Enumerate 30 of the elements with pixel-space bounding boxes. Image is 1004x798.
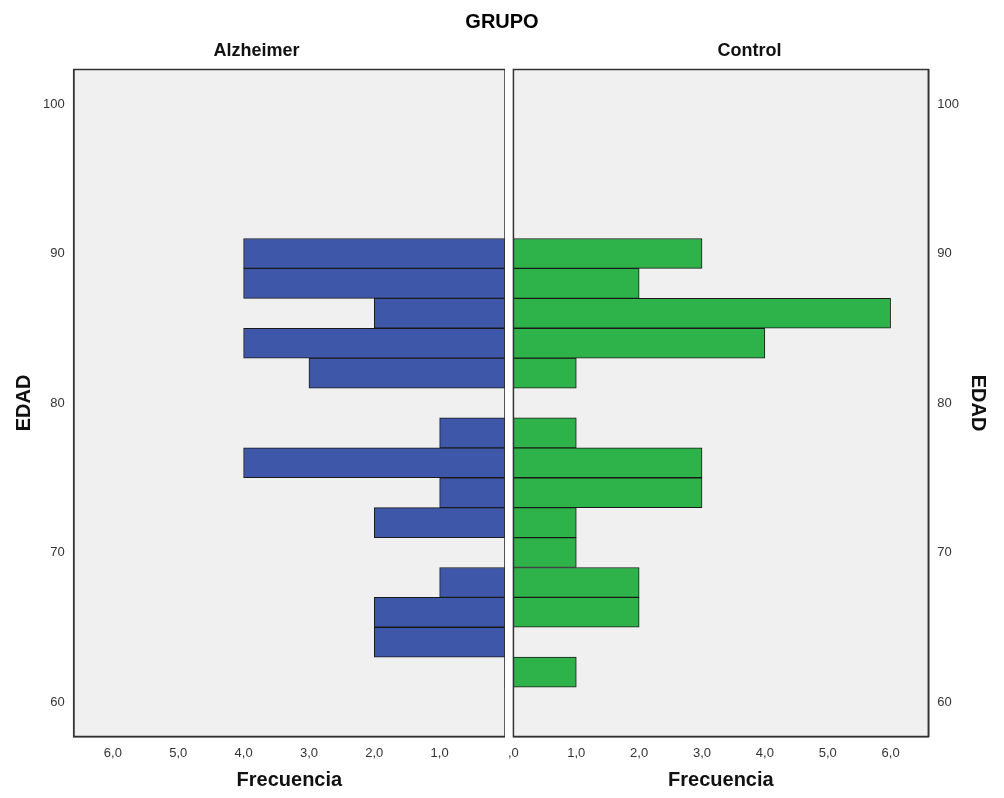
x-tick-label: 1,0 [430,744,449,760]
x-tick-label: 2,0 [630,744,649,760]
x-tick-label: ,0 [508,744,519,760]
y-tick-label: 80 [937,394,952,410]
y-tick-label: 70 [50,544,65,560]
x-tick-label: 6,0 [881,744,900,760]
x-tick-label: 6,0 [103,744,122,760]
x-tick-label: 1,0 [567,744,586,760]
y-tick-label: 80 [50,394,65,410]
x-tick-label: 3,0 [299,744,318,760]
y-axis-title: EDAD [11,374,34,432]
x-tick-label: 4,0 [234,744,253,760]
x-tick-label: 5,0 [169,744,188,760]
x-tick-label: 4,0 [755,744,774,760]
y-tick-label: 60 [50,693,65,709]
y-tick-label: 90 [937,245,952,261]
y-axis-title: EDAD [968,374,991,432]
x-axis-title: Frecuencia [668,767,775,790]
x-tick-label: 2,0 [365,744,384,760]
chart-subtitle: Alzheimer [213,39,300,60]
y-tick-label: 90 [50,245,65,261]
x-tick-label: 5,0 [818,744,837,760]
y-tick-label: 60 [937,693,952,709]
y-tick-label: 70 [937,544,952,560]
chart-title: GRUPO [464,10,540,33]
y-tick-label: 100 [937,95,960,111]
x-tick-label: 3,0 [692,744,712,760]
y-tick-label: 100 [42,95,65,111]
x-axis-title: Frecuencia [236,767,344,790]
chart-subtitle: Control [717,39,782,60]
